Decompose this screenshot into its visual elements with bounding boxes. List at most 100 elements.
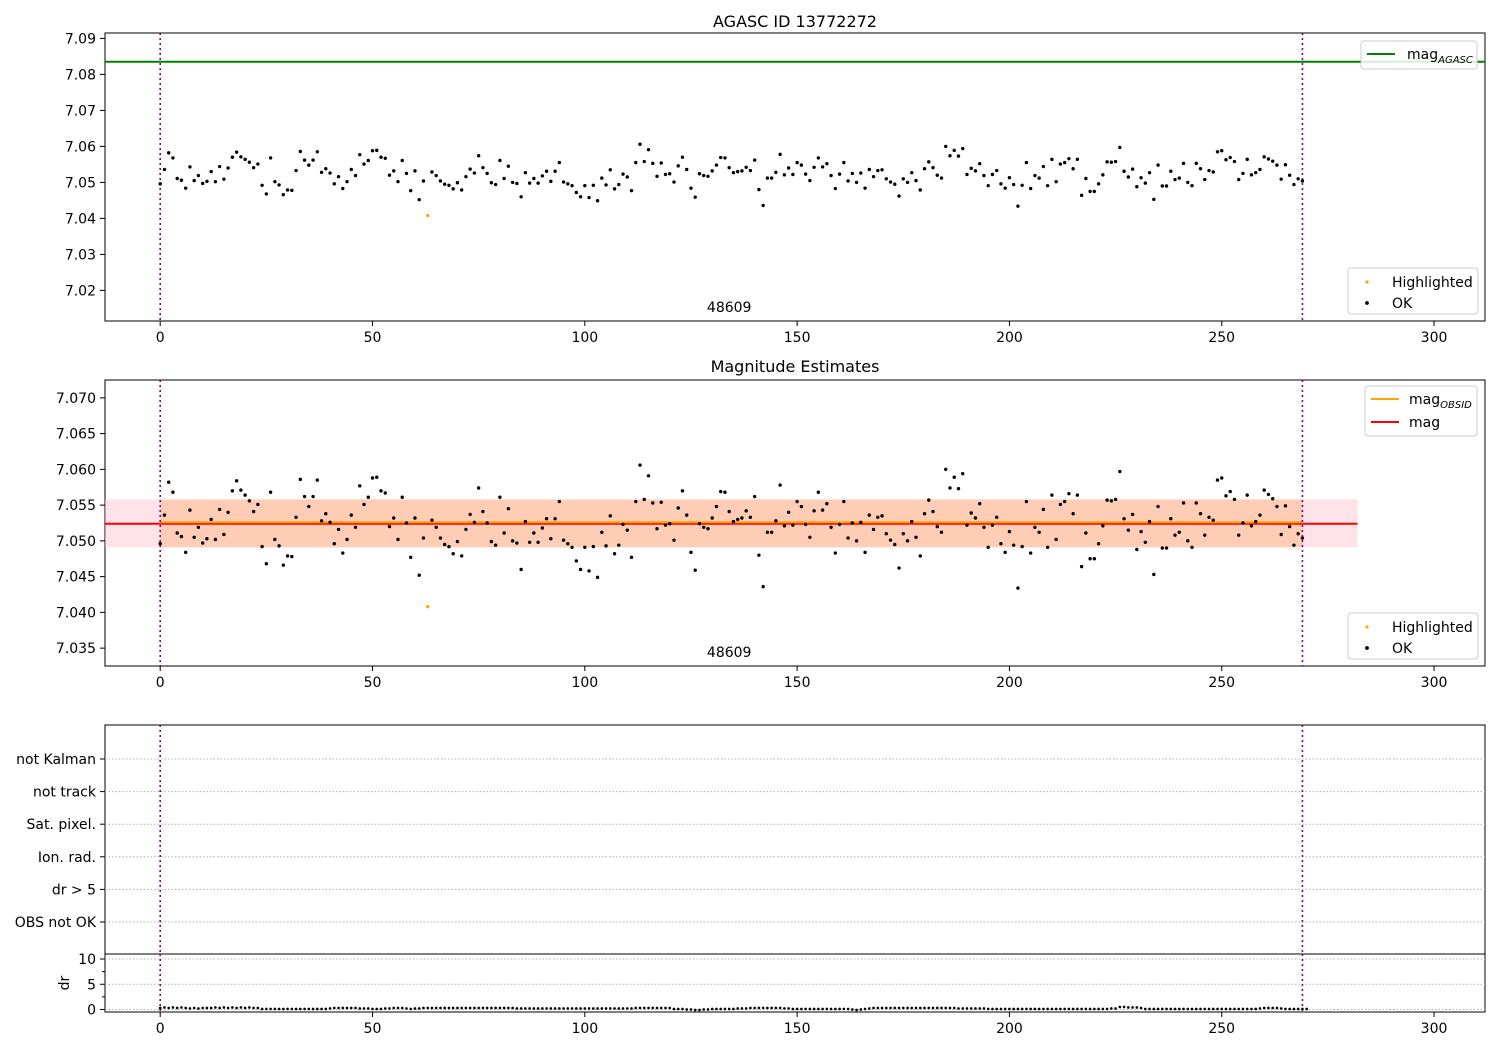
ok-point (1215, 478, 1220, 482)
ok-point (1245, 493, 1249, 497)
dr-point (689, 1008, 693, 1011)
ok-point (1245, 157, 1249, 162)
ok-point (1037, 530, 1041, 534)
ok-point (578, 195, 583, 199)
ok-point (905, 539, 910, 543)
ok-point (1122, 517, 1126, 521)
ok-point (226, 510, 230, 514)
ok-point (349, 167, 353, 172)
ok-point (383, 491, 387, 495)
dr-point (829, 1007, 833, 1011)
ok-point (634, 160, 638, 165)
ok-point (1237, 177, 1241, 182)
ok-point (655, 174, 659, 178)
ok-point (778, 152, 782, 157)
dr-point (1160, 1007, 1164, 1011)
ok-point (1198, 167, 1203, 171)
ok-point (867, 167, 872, 172)
ok-point (697, 522, 702, 526)
ok-point (396, 537, 400, 542)
ok-point (353, 173, 358, 178)
ok-point (982, 525, 986, 529)
ok-point (829, 525, 833, 529)
dr-point (405, 1007, 408, 1010)
agasc-line-legend (1360, 40, 1478, 70)
legend-marker (1365, 625, 1369, 629)
ok-point (1258, 513, 1262, 517)
dr-point (158, 1006, 162, 1010)
ok-point (268, 490, 273, 494)
dr-point (787, 1007, 790, 1010)
ok-point (846, 179, 850, 183)
ok-point (230, 155, 235, 159)
ok-point (927, 160, 931, 164)
ok-point (837, 172, 842, 176)
ok-point (668, 522, 672, 526)
dr-point (1169, 1007, 1173, 1011)
ok-point (901, 177, 905, 181)
ok-point (808, 535, 812, 539)
ok-point (455, 539, 460, 544)
ok-point (808, 178, 812, 183)
ok-point (646, 147, 651, 152)
ok-point (990, 523, 995, 527)
ok-point (311, 494, 315, 499)
ok-point (532, 531, 536, 535)
dr-point (1076, 1007, 1079, 1011)
ok-point (893, 182, 897, 186)
dr-point (1029, 1007, 1032, 1011)
y-tick-label: 7.08 (65, 67, 96, 83)
ok-point (358, 484, 362, 488)
ok-point (1020, 183, 1024, 187)
ok-point (965, 172, 969, 177)
ok-point (430, 518, 434, 522)
dr-point (859, 1008, 863, 1011)
ok-point (999, 542, 1003, 546)
ok-point (812, 509, 816, 513)
dr-point (923, 1006, 926, 1010)
flag-category-label: OBS not OK (15, 915, 97, 931)
dr-point (838, 1007, 841, 1011)
ok-point (205, 179, 209, 184)
ok-point (1101, 524, 1105, 528)
x-tick-label: 300 (1421, 1021, 1448, 1037)
y-tick-label: 7.060 (56, 462, 96, 478)
ok-point (1105, 160, 1109, 164)
ok-point (1203, 533, 1207, 537)
dr-point (974, 1007, 977, 1010)
dr-point (812, 1007, 816, 1011)
ok-point (1275, 163, 1279, 167)
ok-point (1190, 545, 1194, 550)
ok-point (183, 186, 188, 190)
dr-point (1037, 1007, 1041, 1011)
y-tick-label: 7.065 (56, 427, 96, 443)
ok-point (583, 183, 587, 188)
dr-point (651, 1006, 655, 1010)
ok-point (540, 526, 545, 530)
dr-point (175, 1006, 179, 1010)
points-legend (1347, 267, 1479, 315)
ok-point (1224, 158, 1228, 162)
dr-point (443, 1006, 446, 1010)
dr-point (316, 1007, 319, 1011)
ok-point (188, 165, 192, 169)
dr-point (205, 1006, 209, 1010)
dr-point (1071, 1007, 1075, 1011)
x-tick-label: 250 (1208, 675, 1235, 691)
dr-point (1088, 1007, 1092, 1011)
ok-point (1279, 532, 1283, 537)
dr-point (235, 1006, 238, 1010)
dr-point (893, 1006, 897, 1010)
ok-point (341, 551, 345, 555)
ok-point (956, 154, 961, 158)
ok-point (1041, 507, 1046, 512)
ok-point (1143, 540, 1148, 545)
dr-point (740, 1007, 744, 1010)
ok-point (226, 166, 230, 170)
dr-point (872, 1006, 875, 1010)
ok-point (888, 180, 893, 184)
ok-point (1283, 163, 1288, 167)
dr-point (417, 1007, 421, 1010)
ok-point (298, 149, 303, 154)
dr-point (1016, 1007, 1020, 1011)
